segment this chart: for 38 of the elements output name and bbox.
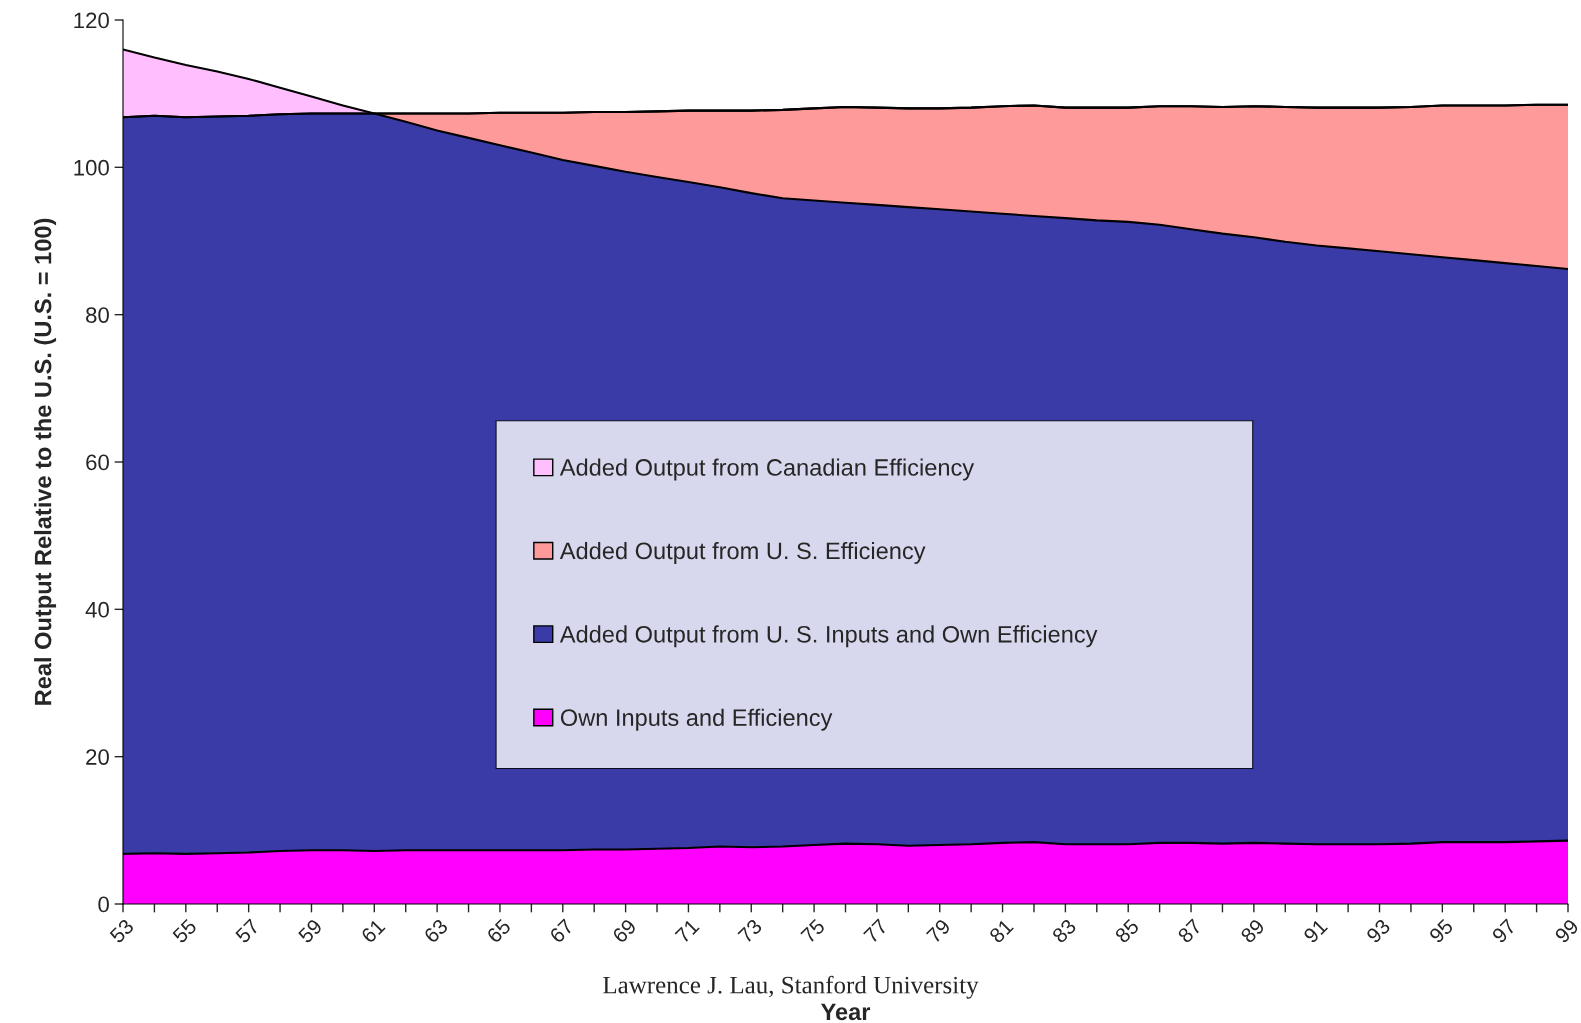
y-tick-label: 100 (74, 159, 109, 176)
x-tick-label: 69 (611, 918, 638, 944)
y-tick-label: 120 (74, 12, 109, 29)
x-tick-label: 73 (737, 918, 763, 944)
legend-label: Own Inputs and Efficiency (560, 708, 833, 731)
x-tick-label: 79 (925, 918, 952, 944)
x-tick-label: 81 (988, 918, 1014, 944)
x-tick-label: 61 (360, 918, 386, 944)
x-tick-label: 63 (423, 918, 449, 944)
x-tick-label: 83 (1051, 918, 1077, 944)
legend-label: Added Output from Canadian Efficiency (559, 458, 975, 481)
legend-label: Added Output from U. S. Inputs and Own Efficiency (559, 625, 1098, 648)
x-tick-label: 97 (1491, 918, 1517, 944)
x-tick-label: 95 (1428, 918, 1454, 944)
x-tick-label: 55 (171, 918, 198, 944)
x-tick-label: 67 (548, 918, 575, 944)
x-tick-label: 93 (1365, 918, 1392, 944)
y-tick-label: 20 (86, 749, 109, 765)
x-tick-label: 89 (1239, 918, 1266, 944)
x-tick-label: 91 (1302, 918, 1329, 944)
y-axis-title: Real Output Relative to the U.S. (U.S. = 100) (34, 218, 57, 705)
y-tick-label: 80 (86, 307, 109, 323)
y-tick-label: 40 (85, 601, 109, 618)
x-tick-label: 99 (1554, 918, 1580, 944)
text: Lawrence J. Lau, Stanford University (603, 975, 979, 999)
x-tick-label: 85 (1114, 918, 1140, 944)
x-tick-label: 53 (108, 918, 135, 944)
x-tick-label: 65 (486, 918, 512, 944)
x-axis-title: Year (820, 1003, 871, 1021)
x-tick-label: 87 (1177, 918, 1203, 944)
x-tick-label: 59 (297, 918, 323, 944)
x-tick-label: 71 (674, 918, 700, 944)
x-tick-label: 75 (800, 918, 826, 944)
x-tick-label: 77 (863, 918, 889, 944)
y-tick-label: 0 (98, 896, 109, 913)
legend-label: Added Output from U. S. Efficiency (559, 541, 926, 564)
y-tick-label: 60 (86, 454, 109, 471)
x-tick-label: 57 (234, 918, 261, 944)
